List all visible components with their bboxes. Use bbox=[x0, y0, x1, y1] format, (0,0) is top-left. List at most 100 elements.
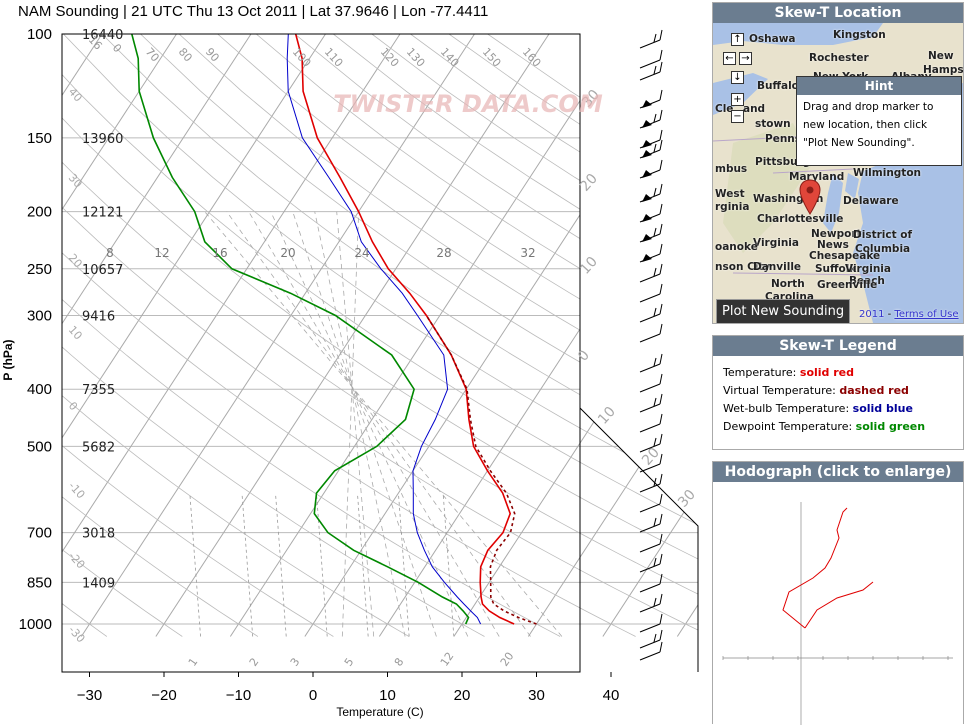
wind-barb bbox=[639, 323, 663, 343]
side-label: -20 bbox=[66, 549, 88, 571]
pan-left-button[interactable]: ← bbox=[723, 52, 736, 65]
side-label: 0 bbox=[66, 399, 80, 413]
hodograph-curve-2 bbox=[804, 581, 874, 629]
mixing-ratio-line bbox=[442, 493, 455, 637]
dry-adiabat bbox=[178, 34, 698, 637]
delaware-bay bbox=[845, 173, 859, 199]
height-label: 16440 bbox=[82, 28, 123, 43]
mixing-ratio-label: 1 bbox=[186, 656, 201, 669]
wind-barb bbox=[639, 183, 663, 203]
map-label: New bbox=[928, 50, 954, 62]
hint-popup: Hint Drag and drop marker to new locatio… bbox=[796, 76, 962, 166]
series-line-2 bbox=[286, 34, 482, 625]
dry-adiabat bbox=[487, 34, 698, 637]
series-line-1 bbox=[425, 315, 537, 625]
moist-adiabat-label: 8 bbox=[106, 246, 114, 260]
legend-rows: Temperature: solid red Virtual Temperatur… bbox=[713, 364, 963, 436]
moist-adiabat bbox=[204, 211, 563, 637]
legend-value: dashed red bbox=[839, 384, 909, 397]
map-label: Greenville bbox=[817, 279, 878, 291]
map-label: Rochester bbox=[809, 52, 869, 64]
wind-barb bbox=[639, 533, 663, 553]
map-label: Kingston bbox=[833, 29, 886, 41]
map-label: mbus bbox=[715, 163, 748, 175]
series-line-3 bbox=[131, 34, 470, 625]
dry-adiabat bbox=[62, 34, 698, 637]
x-tick-label: −10 bbox=[226, 687, 251, 704]
chart-series bbox=[131, 34, 537, 625]
legend-value: solid green bbox=[855, 420, 926, 433]
pressure-tick-label: 300 bbox=[27, 308, 52, 325]
isotherm-line bbox=[62, 34, 252, 637]
wind-barb bbox=[639, 513, 663, 533]
isotherm-label: 110 bbox=[322, 45, 346, 69]
wind-barb bbox=[639, 49, 663, 69]
legend-row: Wet-bulb Temperature: solid blue bbox=[713, 400, 963, 418]
hodograph-plot bbox=[722, 502, 953, 725]
mixing-ratio-line bbox=[398, 493, 410, 637]
x-tick-label: −20 bbox=[151, 687, 176, 704]
legend-panel-title: Skew-T Legend bbox=[713, 336, 963, 356]
wind-barb bbox=[639, 613, 663, 633]
wind-barb bbox=[639, 629, 663, 649]
hodograph-thumbnail[interactable] bbox=[713, 482, 963, 725]
location-panel-title: Skew-T Location bbox=[713, 3, 963, 23]
x-tick-label: 40 bbox=[603, 687, 620, 704]
zoom-out-button[interactable]: − bbox=[731, 110, 744, 123]
zoom-in-button[interactable]: + bbox=[731, 93, 744, 106]
dry-adiabat bbox=[62, 34, 485, 637]
height-label: 12121 bbox=[82, 206, 123, 221]
pan-down-button[interactable]: ↓ bbox=[731, 71, 744, 84]
wind-barb bbox=[639, 223, 663, 243]
location-map[interactable]: OshawaKingstonRochesterNewHampshirNew Yo… bbox=[713, 23, 963, 323]
map-label: Buffalo bbox=[757, 80, 799, 92]
location-marker-icon[interactable] bbox=[799, 178, 821, 218]
wind-barb bbox=[639, 573, 663, 593]
moist-adiabat bbox=[314, 211, 406, 637]
isotherm-line bbox=[676, 34, 698, 637]
pressure-tick-label: 250 bbox=[27, 261, 52, 278]
map-label: Hampshir bbox=[923, 64, 963, 76]
dry-adiabat bbox=[62, 34, 334, 637]
map-label: rginia bbox=[715, 201, 750, 213]
map-label: Wilmington bbox=[853, 167, 922, 179]
isotherm-label: 80 bbox=[176, 45, 195, 64]
wind-barb bbox=[639, 641, 663, 661]
legend-row: Temperature: solid red bbox=[713, 364, 963, 382]
wind-barbs bbox=[639, 29, 663, 661]
wind-barb bbox=[639, 353, 663, 373]
pan-up-button[interactable]: ↑ bbox=[731, 33, 744, 46]
dry-adiabat bbox=[62, 34, 561, 637]
pan-right-button[interactable]: → bbox=[739, 52, 752, 65]
watermark: TWISTER DATA.COM bbox=[333, 90, 603, 118]
wind-barb bbox=[639, 553, 663, 573]
legend-value: solid blue bbox=[852, 402, 913, 415]
plot-new-sounding-button[interactable]: Plot New Sounding bbox=[716, 299, 851, 323]
map-label: stown bbox=[755, 118, 791, 130]
wind-barb bbox=[639, 413, 663, 433]
hint-title: Hint bbox=[797, 77, 961, 95]
height-label: 13960 bbox=[82, 132, 123, 147]
isotherm-line bbox=[378, 34, 698, 637]
wind-barb bbox=[639, 473, 663, 493]
hodograph-panel[interactable]: Hodograph (click to enlarge) bbox=[712, 461, 964, 725]
dry-adiabat bbox=[62, 34, 698, 637]
moist-adiabat-label: 16 bbox=[212, 246, 227, 260]
legend-row: Virtual Temperature: dashed red bbox=[713, 382, 963, 400]
terms-of-use-link[interactable]: Terms of Use bbox=[894, 309, 959, 320]
map-label: Danville bbox=[753, 261, 802, 273]
wind-barb bbox=[639, 593, 663, 613]
isotherm-label: 90 bbox=[203, 45, 222, 64]
wind-barb bbox=[639, 453, 663, 473]
isotherm-line bbox=[602, 34, 698, 637]
dry-adiabat bbox=[294, 34, 698, 637]
isotherm-line bbox=[62, 34, 401, 637]
wind-barb bbox=[639, 283, 663, 303]
map-background bbox=[713, 23, 963, 323]
height-label: 5682 bbox=[82, 440, 115, 455]
map-label: Newport bbox=[811, 228, 862, 240]
isotherm-line bbox=[527, 34, 698, 637]
wind-barb bbox=[639, 493, 663, 513]
moist-adiabat bbox=[341, 211, 360, 637]
